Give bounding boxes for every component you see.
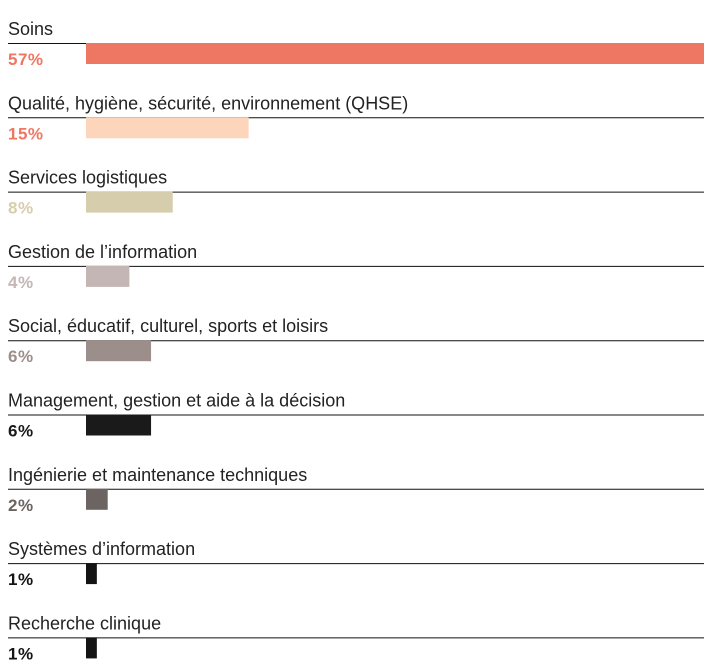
value-label: 6%: [8, 347, 34, 366]
bar: [86, 563, 97, 585]
bar: [86, 637, 97, 659]
value-label: 6%: [8, 422, 34, 441]
category-label: Social, éducatif, culturel, sports et lo…: [8, 316, 328, 336]
category-label: Soins: [8, 19, 53, 39]
value-label: 4%: [8, 273, 34, 292]
bar: [86, 488, 108, 510]
category-label: Qualité, hygiène, sécurité, environnemen…: [8, 93, 408, 113]
category-label: Management, gestion et aide à la décisio…: [8, 391, 345, 411]
category-label: Ingénierie et maintenance techniques: [8, 465, 307, 485]
category-label: Recherche clinique: [8, 613, 161, 633]
bar: [86, 340, 152, 362]
bar: [86, 414, 152, 436]
bar: [86, 43, 704, 64]
value-label: 2%: [8, 496, 34, 515]
category-label: Gestion de l’information: [8, 242, 197, 262]
value-label: 15%: [8, 124, 44, 143]
value-label: 1%: [8, 644, 34, 661]
bar: [86, 265, 130, 287]
value-label: 57%: [8, 50, 44, 69]
category-label: Systèmes d’information: [8, 539, 195, 559]
category-label: Services logistiques: [8, 168, 167, 188]
value-label: 8%: [8, 199, 34, 218]
bar: [86, 117, 249, 139]
value-label: 1%: [8, 570, 34, 589]
bar: [86, 191, 173, 213]
